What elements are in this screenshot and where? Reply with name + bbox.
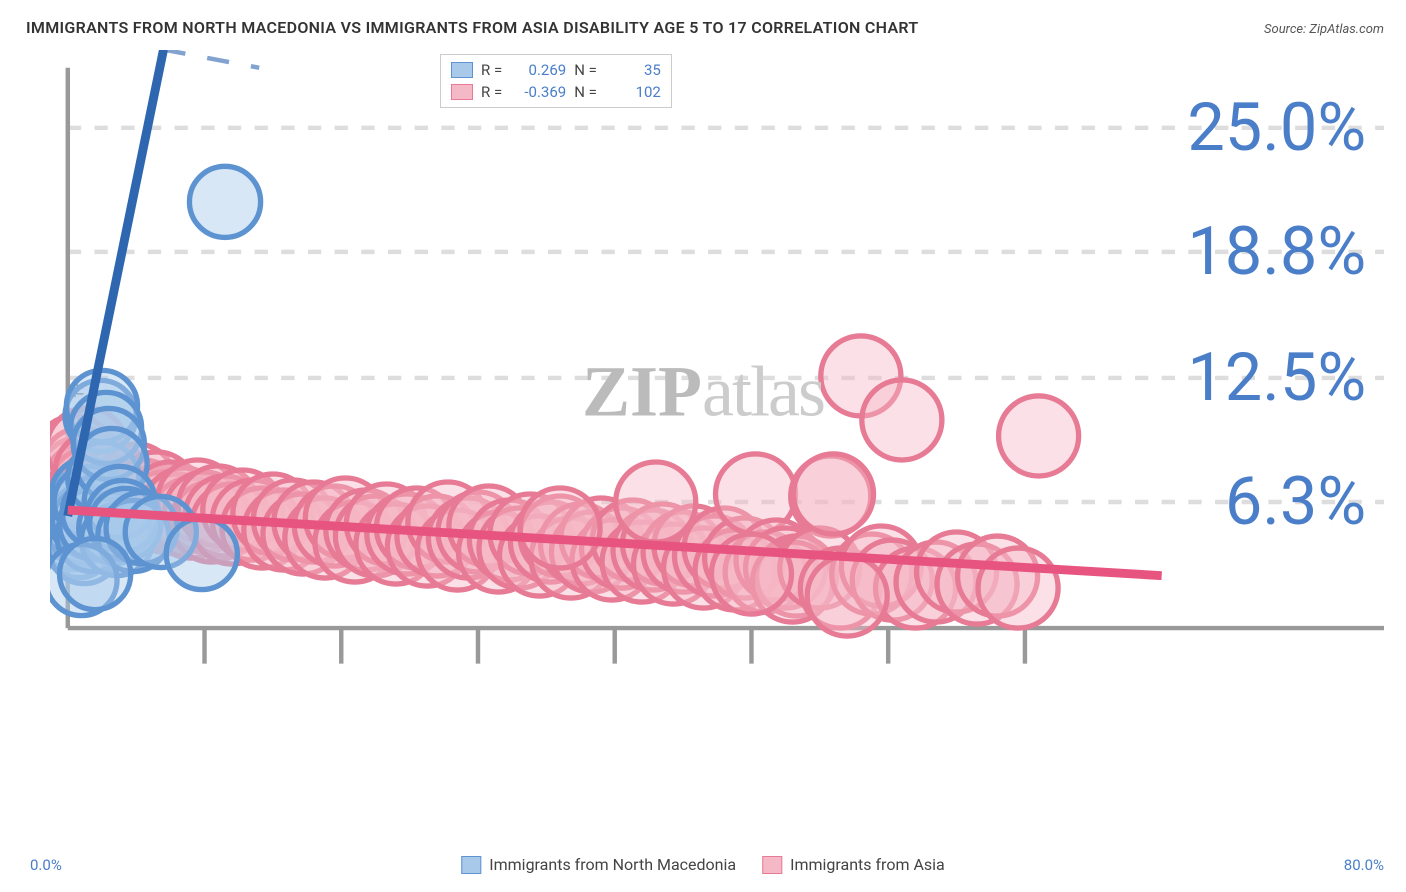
n-label-2: N =	[574, 83, 597, 101]
svg-text:6.3%: 6.3%	[1225, 463, 1366, 541]
bottom-legend-item-2: Immigrants from Asia	[762, 855, 945, 874]
source-label: Source: ZipAtlas.com	[1264, 22, 1384, 37]
stats-legend: R = 0.269 N = 35 R = -0.369 N = 102	[440, 54, 672, 108]
scatter-plot: 6.3% 12.5% 18.8% 25.0%	[50, 50, 1384, 717]
bottom-legend: Immigrants from North Macedonia Immigran…	[461, 855, 944, 874]
bottom-legend-label-1: Immigrants from North Macedonia	[489, 855, 736, 874]
swatch-series2-icon	[762, 856, 782, 874]
svg-text:12.5%: 12.5%	[1187, 339, 1366, 417]
bottom-legend-item-1: Immigrants from North Macedonia	[461, 855, 736, 874]
swatch-series1-icon	[461, 856, 481, 874]
x-axis-max-label: 80.0%	[1344, 856, 1384, 874]
n-label-1: N =	[574, 61, 597, 79]
swatch-series2-icon	[451, 84, 473, 100]
chart-title: IMMIGRANTS FROM NORTH MACEDONIA VS IMMIG…	[26, 18, 919, 37]
r-value-1: 0.269	[510, 61, 566, 79]
n-value-1: 35	[605, 61, 661, 79]
swatch-series1-icon	[451, 62, 473, 78]
r-label-1: R =	[481, 61, 502, 79]
svg-text:18.8%: 18.8%	[1187, 213, 1366, 291]
svg-text:25.0%: 25.0%	[1187, 89, 1366, 167]
stats-row-1: R = 0.269 N = 35	[451, 59, 661, 81]
r-label-2: R =	[481, 83, 502, 101]
r-value-2: -0.369	[510, 83, 566, 101]
chart-container: Disability Age 5 to 17 6.3%12.5%18.8%25.…	[50, 50, 1384, 846]
stats-row-2: R = -0.369 N = 102	[451, 81, 661, 103]
x-axis-min-label: 0.0%	[30, 856, 62, 874]
n-value-2: 102	[605, 83, 661, 101]
bottom-legend-label-2: Immigrants from Asia	[790, 855, 945, 874]
